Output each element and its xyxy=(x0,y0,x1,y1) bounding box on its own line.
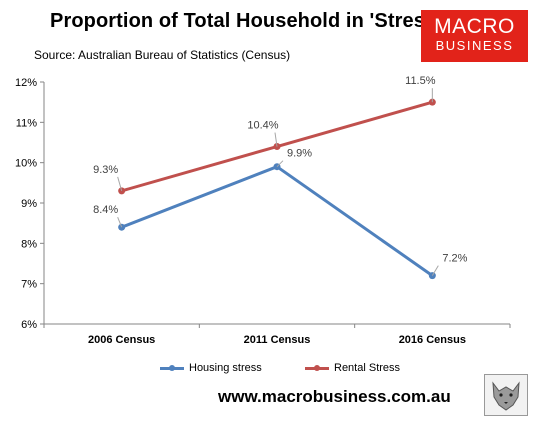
y-tick-label: 12% xyxy=(15,77,37,89)
website-url: www.macrobusiness.com.au xyxy=(218,387,451,406)
data-label-rental-stress: 10.4% xyxy=(247,120,278,132)
chart-title: Proportion of Total Household in 'Stress… xyxy=(50,10,442,32)
data-label-housing-stress: 7.2% xyxy=(442,253,467,265)
logo-line-1: MACRO xyxy=(434,15,515,38)
wolf-logo-icon xyxy=(484,374,528,416)
chart-subtitle: Source: Australian Bureau of Statistics … xyxy=(34,48,291,62)
data-label-leader xyxy=(431,265,439,276)
data-label-leader xyxy=(117,176,123,192)
x-tick-label: 2011 Census xyxy=(244,334,311,346)
y-tick-label: 6% xyxy=(21,319,37,331)
legend-label-housing-stress: Housing stress xyxy=(189,362,262,374)
data-label-rental-stress: 9.3% xyxy=(93,164,118,176)
legend-item-housing-stress: Housing stress xyxy=(160,362,262,374)
y-tick-label: 9% xyxy=(21,198,37,210)
data-label-leader xyxy=(274,132,278,147)
legend-swatch-rental-stress xyxy=(305,364,329,371)
legend-swatch-housing-stress xyxy=(160,364,184,371)
macrobusiness-logo: MACRO BUSINESS xyxy=(421,10,528,62)
y-tick-label: 8% xyxy=(21,238,37,250)
data-label-housing-stress: 8.4% xyxy=(93,204,118,216)
x-tick-label: 2016 Census xyxy=(399,334,466,346)
y-tick-label: 10% xyxy=(15,158,37,170)
y-tick-label: 7% xyxy=(21,279,37,291)
legend-item-rental-stress: Rental Stress xyxy=(305,362,400,374)
series-line-housing-stress xyxy=(121,165,434,277)
data-label-rental-stress: 11.5% xyxy=(405,75,436,87)
data-label-leader xyxy=(117,217,123,228)
logo-line-2: BUSINESS xyxy=(435,38,514,53)
x-tick-label: 2006 Census xyxy=(88,334,155,346)
y-tick-label: 11% xyxy=(16,117,37,129)
legend-label-rental-stress: Rental Stress xyxy=(334,362,401,374)
data-label-leader xyxy=(276,160,284,168)
data-label-housing-stress: 9.9% xyxy=(287,148,312,160)
